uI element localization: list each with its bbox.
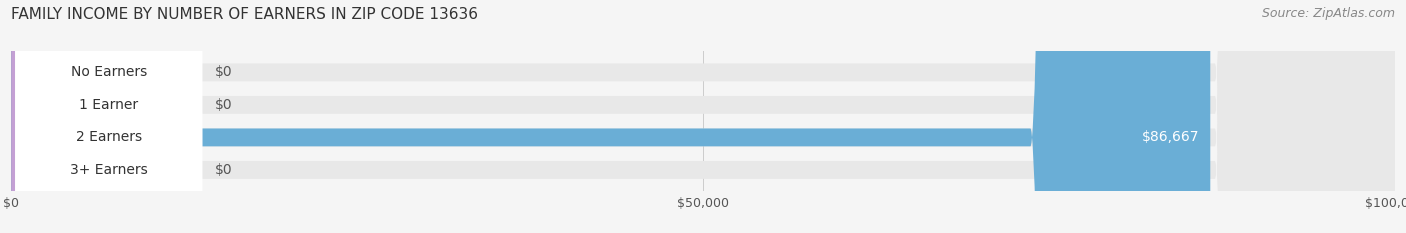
FancyBboxPatch shape bbox=[11, 0, 1395, 233]
FancyBboxPatch shape bbox=[11, 0, 1395, 233]
Text: $86,667: $86,667 bbox=[1142, 130, 1199, 144]
Text: 2 Earners: 2 Earners bbox=[76, 130, 142, 144]
Text: $0: $0 bbox=[215, 65, 232, 79]
FancyBboxPatch shape bbox=[11, 0, 136, 233]
FancyBboxPatch shape bbox=[11, 0, 136, 233]
FancyBboxPatch shape bbox=[15, 0, 202, 233]
FancyBboxPatch shape bbox=[11, 0, 1395, 233]
Text: 3+ Earners: 3+ Earners bbox=[70, 163, 148, 177]
FancyBboxPatch shape bbox=[11, 0, 136, 233]
FancyBboxPatch shape bbox=[11, 0, 1211, 233]
FancyBboxPatch shape bbox=[11, 0, 1395, 233]
Text: No Earners: No Earners bbox=[70, 65, 146, 79]
Text: Source: ZipAtlas.com: Source: ZipAtlas.com bbox=[1261, 7, 1395, 20]
Text: $0: $0 bbox=[215, 163, 232, 177]
Text: FAMILY INCOME BY NUMBER OF EARNERS IN ZIP CODE 13636: FAMILY INCOME BY NUMBER OF EARNERS IN ZI… bbox=[11, 7, 478, 22]
Text: $0: $0 bbox=[215, 98, 232, 112]
FancyBboxPatch shape bbox=[15, 0, 202, 233]
Text: 1 Earner: 1 Earner bbox=[79, 98, 138, 112]
FancyBboxPatch shape bbox=[15, 0, 202, 233]
FancyBboxPatch shape bbox=[15, 0, 202, 233]
